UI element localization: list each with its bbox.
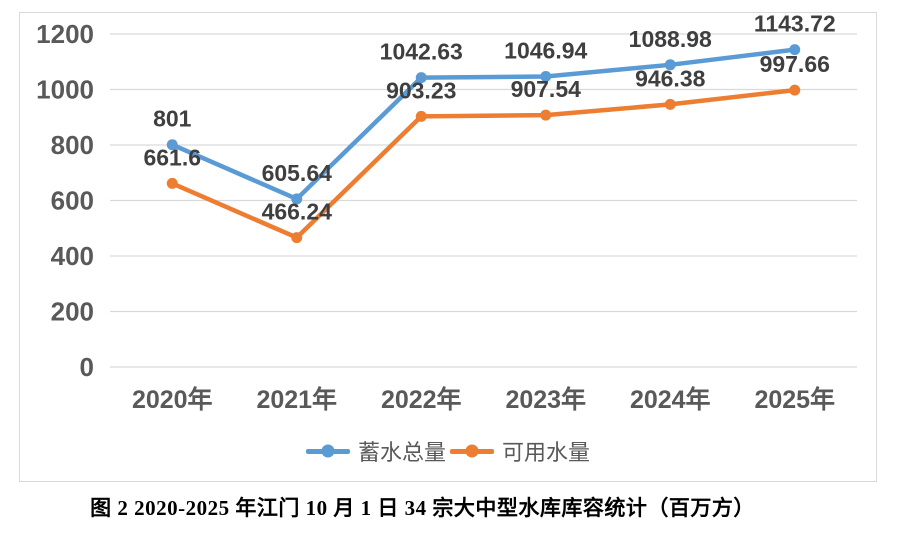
y-axis-tick-label: 0	[80, 352, 94, 382]
y-axis-tick-label: 800	[51, 130, 94, 160]
data-point-label: 1088.98	[629, 26, 712, 52]
data-point-label: 1042.63	[380, 39, 463, 65]
legend-label: 蓄水总量	[357, 440, 446, 465]
y-axis-tick-label: 1000	[36, 75, 94, 105]
data-point-marker	[540, 70, 552, 82]
data-point-marker	[291, 232, 303, 244]
x-axis-tick-label: 2025年	[754, 385, 835, 414]
data-point-marker	[789, 44, 801, 56]
data-point-label: 1143.72	[754, 13, 836, 37]
data-point-marker	[415, 110, 427, 122]
figure-caption: 图 2 2020-2025 年江门 10 月 1 日 34 宗大中型水库库容统计…	[90, 496, 755, 520]
data-point-marker	[415, 72, 427, 84]
legend-line-marker	[305, 444, 350, 458]
data-point-marker	[166, 177, 178, 189]
series-line-0	[170, 47, 797, 202]
series-line-1	[170, 87, 797, 240]
data-point-marker	[789, 84, 801, 96]
y-axis-tick-label: 600	[51, 186, 94, 216]
data-point-label: 997.66	[760, 51, 830, 77]
data-point-label: 903.23	[386, 77, 456, 103]
line-chart: 0 200 400 600 800 1000 1200 2020年 2021年 2022年 2023…	[36, 13, 857, 414]
data-point-label: 907.54	[511, 76, 582, 102]
x-axis-tick-label: 2020年	[132, 385, 213, 414]
legend-item-1: 可用水量	[450, 435, 590, 467]
data-point-marker	[540, 109, 552, 121]
chart-legend: 蓄水总量 可用水量	[20, 435, 876, 467]
legend-label: 可用水量	[502, 440, 591, 465]
x-axis-tick-label: 2022年	[381, 385, 462, 414]
y-axis-tick-label: 1200	[36, 19, 94, 49]
x-axis-tick-label: 2024年	[630, 385, 711, 414]
data-point-marker	[166, 139, 178, 151]
data-point-label: 946.38	[635, 65, 706, 91]
data-point-label: 605.64	[262, 160, 333, 186]
data-point-label: 466.24	[262, 199, 333, 225]
y-axis-tick-label: 200	[51, 297, 94, 327]
data-point-label: 801	[153, 106, 192, 132]
data-point-label: 661.6	[143, 144, 201, 170]
legend-dot	[465, 444, 479, 458]
y-axis-tick-label: 400	[51, 241, 94, 271]
legend-item-0: 蓄水总量	[305, 435, 446, 467]
chart-area: 0 200 400 600 800 1000 1200 2020年 2021年 2022年 2023…	[19, 12, 877, 482]
data-point-label: 1046.94	[504, 37, 587, 63]
data-point-marker	[664, 98, 676, 110]
x-axis-tick-label: 2021年	[256, 385, 337, 414]
data-point-marker	[664, 59, 676, 71]
legend-dot	[321, 444, 335, 458]
legend-line-marker	[450, 444, 494, 458]
data-point-marker	[291, 193, 303, 205]
x-axis-tick-label: 2023年	[505, 385, 586, 414]
